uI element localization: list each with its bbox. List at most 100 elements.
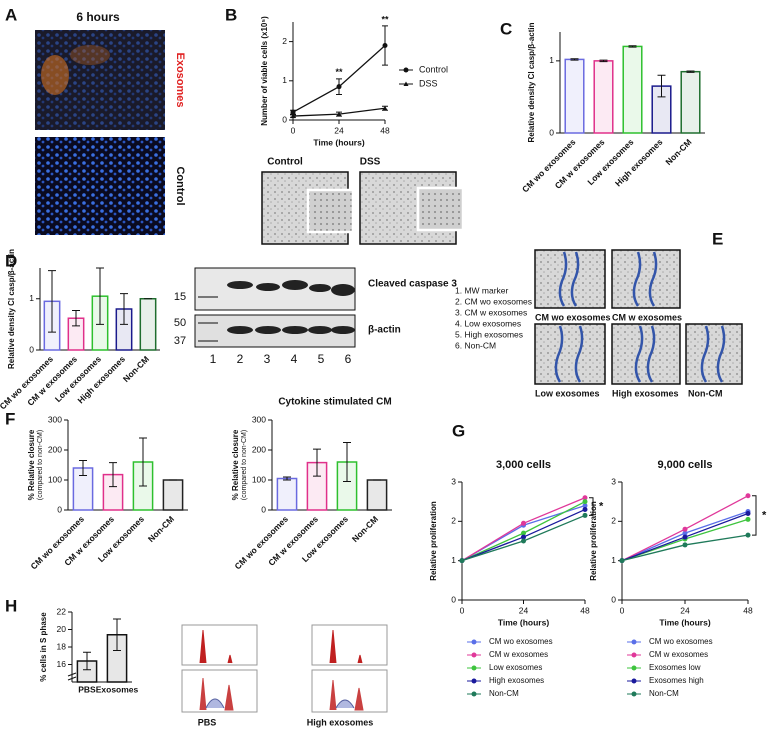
marker <box>336 111 342 117</box>
y-tick-label: 22 <box>57 606 67 616</box>
wound-images: CM wo exosomes CM w exosomes Low exosomes H… <box>534 249 743 398</box>
series-line <box>461 497 586 562</box>
panel-letter: G <box>452 421 465 440</box>
legend-label: High exosomes <box>489 676 544 685</box>
lane-label: 3 <box>264 352 271 366</box>
x-tick-label: 0 <box>291 125 296 135</box>
micrograph-signal <box>70 45 110 65</box>
marker <box>582 507 588 513</box>
wound-image <box>534 323 606 385</box>
legend-label: CM w exosomes <box>649 650 708 659</box>
y-tick-label: 0 <box>611 594 616 604</box>
image-label: High exosomes <box>307 717 374 727</box>
wound-edge <box>554 325 564 383</box>
wound-image <box>611 323 681 385</box>
bar <box>680 70 701 134</box>
error-bar <box>628 45 637 48</box>
bar <box>593 60 614 134</box>
marker <box>471 678 477 684</box>
bar <box>622 45 643 134</box>
bar <box>139 298 157 351</box>
wound-edge <box>570 251 580 307</box>
marker <box>682 542 688 548</box>
y-tick-label: 2 <box>282 36 287 46</box>
y-tick-label: 20 <box>57 624 67 634</box>
lane-label: 4 <box>291 352 298 366</box>
legend-label: Exosomes low <box>649 663 701 672</box>
y-tick-label: 1 <box>29 293 34 303</box>
y-tick-label: 0 <box>57 504 62 514</box>
wound-image <box>534 249 606 309</box>
marker <box>682 534 688 540</box>
lane-label: 2 <box>237 352 244 366</box>
marker <box>471 665 477 671</box>
x-tick-label: PBS <box>78 684 96 694</box>
legend-item: 3. CM w exosomes <box>455 307 527 317</box>
y-tick-label: 1 <box>451 555 456 565</box>
error-bar <box>139 437 147 487</box>
marker <box>745 510 751 516</box>
marker <box>745 532 751 538</box>
marker <box>682 526 688 532</box>
x-tick-label: CM wo exosomes <box>232 514 290 572</box>
wound-edge <box>700 325 710 383</box>
error-bar <box>343 442 351 482</box>
lane-label: 1 <box>210 352 217 366</box>
band-label: Cleaved caspase 3 <box>368 279 457 290</box>
y-tick-label: 100 <box>48 474 62 484</box>
blot-bands <box>198 280 355 342</box>
legend-label: Control <box>419 64 448 74</box>
panel-letter: C <box>500 19 512 38</box>
chart-title: 3,000 cells <box>496 459 551 471</box>
y-tick-label: 300 <box>252 414 266 424</box>
wound-edge <box>716 325 726 383</box>
y-axis-title: Relative proliferation <box>589 501 598 581</box>
wound-edge <box>634 325 644 383</box>
annotation: * <box>599 500 604 512</box>
y-tick-label: 2 <box>451 516 456 526</box>
panel-letter: E <box>712 229 723 248</box>
mw-marker: 15 <box>174 291 186 303</box>
image-label: Exosomes <box>174 52 186 107</box>
y-tick-label: 3 <box>611 476 616 486</box>
marker <box>521 530 526 536</box>
y-tick-label: 3 <box>451 476 456 486</box>
y-axis-title: % cells in S phase <box>39 612 48 682</box>
marker <box>403 67 409 73</box>
error-bar <box>657 74 666 98</box>
y-tick-label: 1 <box>282 75 287 85</box>
x-tick-label: 0 <box>620 605 625 615</box>
y-axis-note: (compared to non-CM) <box>37 430 44 500</box>
legend-label: CM wo exosomes <box>489 637 553 646</box>
lane-labels: 1 2 3 4 5 6 <box>210 352 352 366</box>
panel-letter: F <box>5 409 15 428</box>
legend-label: DSS <box>419 78 438 88</box>
y-tick-label: 0 <box>29 344 34 354</box>
marker <box>631 639 637 645</box>
marker <box>582 503 588 509</box>
axis-break <box>67 672 77 681</box>
marker <box>403 81 409 86</box>
legend-label: CM w exosomes <box>489 650 548 659</box>
marker <box>582 499 588 505</box>
image-label: Non-CM <box>688 388 723 398</box>
y-axis-title: Relative density Cl casp/β-actin <box>527 22 536 142</box>
legend-item: 4. Low exosomes <box>455 318 521 328</box>
marker <box>631 652 637 658</box>
error-bar <box>599 59 608 63</box>
bar <box>162 479 184 511</box>
wound-edge <box>632 251 642 307</box>
x-tick-label: 48 <box>380 125 390 135</box>
y-tick-label: 2 <box>611 516 616 526</box>
marker <box>582 512 588 518</box>
error-bar <box>83 651 91 671</box>
x-tick-label: CM wo exosomes <box>28 514 86 572</box>
y-tick-label: 200 <box>252 444 266 454</box>
marker <box>471 691 477 697</box>
mw-marker: 37 <box>174 335 186 347</box>
y-tick-label: 0 <box>451 594 456 604</box>
micrograph-inset <box>416 186 465 232</box>
x-tick-label: Non-CM <box>146 514 176 544</box>
